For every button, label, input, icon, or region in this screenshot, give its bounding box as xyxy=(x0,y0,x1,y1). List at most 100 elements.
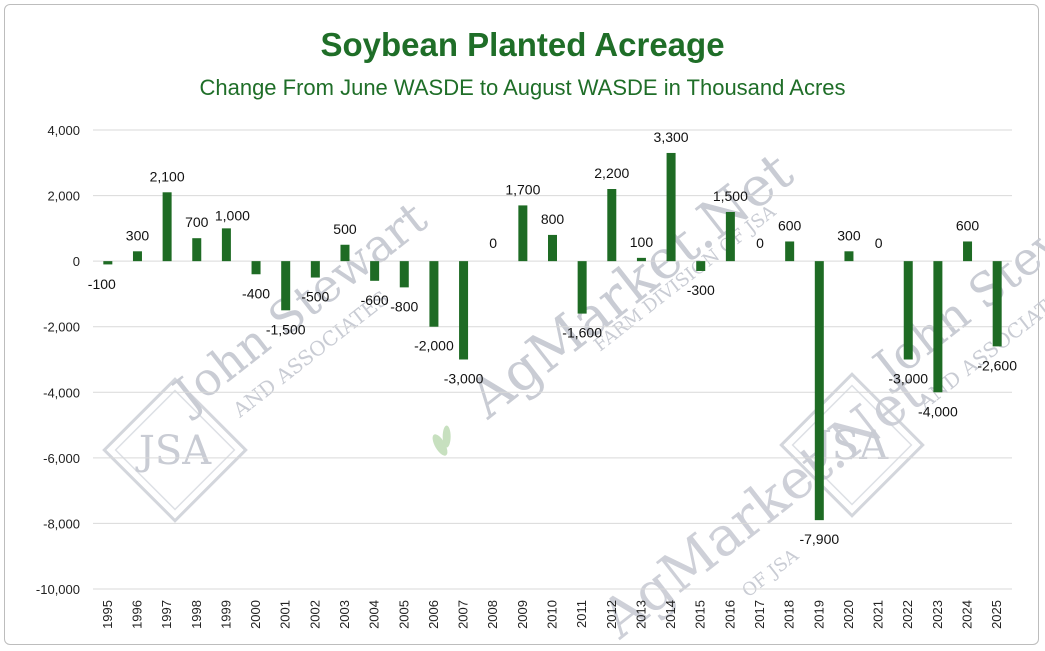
data-label-2015: -300 xyxy=(687,282,715,298)
data-label-2002: -500 xyxy=(301,289,329,305)
x-tick-label-2005: 2005 xyxy=(396,600,411,629)
data-label-2011: -1,600 xyxy=(562,325,602,341)
data-label-2020: 300 xyxy=(837,227,861,243)
data-label-2012: 2,200 xyxy=(594,165,629,181)
x-axis: 1995 1996 1997 1998 1999 2000 2001 2002 2003 2004… xyxy=(100,600,1004,629)
x-tick-label-2018: 2018 xyxy=(782,600,797,629)
bar-2015 xyxy=(696,261,706,271)
bars xyxy=(103,152,1002,521)
chart-title: Soybean Planted Acreage xyxy=(320,26,725,63)
data-label-2022: -3,000 xyxy=(888,371,928,387)
y-tick-label: -6,000 xyxy=(43,451,80,466)
y-tick-label: -8,000 xyxy=(43,516,80,531)
x-tick-label-2013: 2013 xyxy=(633,600,648,629)
x-tick-label-2019: 2019 xyxy=(811,600,826,629)
y-tick-label: -10,000 xyxy=(36,582,80,597)
data-label-2019: -7,900 xyxy=(799,531,839,547)
bar-1999 xyxy=(221,228,231,262)
y-tick-label: 2,000 xyxy=(47,189,80,204)
bar-2006 xyxy=(429,261,439,327)
bar-2018 xyxy=(785,241,795,262)
x-tick-label-2022: 2022 xyxy=(900,600,915,629)
bar-2020 xyxy=(844,251,854,262)
x-tick-label-2012: 2012 xyxy=(604,600,619,629)
bar-2007 xyxy=(459,261,469,360)
x-tick-label-2014: 2014 xyxy=(663,600,678,629)
jsa-logo-left-icon: JSA xyxy=(102,377,248,523)
chart-frame xyxy=(4,4,1039,645)
data-label-1996: 300 xyxy=(126,227,150,243)
y-axis: 4,000 2,000 0 -2,000 -4,000 -6,000 -8,000 -10,0… xyxy=(36,123,80,597)
y-tick-label: -4,000 xyxy=(43,385,80,400)
bar-1996 xyxy=(132,251,142,262)
bar-2024 xyxy=(963,241,973,262)
x-tick-label-1995: 1995 xyxy=(100,600,115,629)
bar-2019 xyxy=(814,261,824,521)
x-tick-label-2024: 2024 xyxy=(960,600,975,629)
data-label-2023: -4,000 xyxy=(918,403,958,419)
y-tick-label: 0 xyxy=(73,254,80,269)
data-label-2018: 600 xyxy=(778,217,802,233)
data-label-2014: 3,300 xyxy=(654,129,689,145)
jsa-logo-left-icon-letters: JSA xyxy=(135,428,212,474)
data-label-1995: -100 xyxy=(88,276,116,292)
leaf-icon xyxy=(432,425,451,456)
x-tick-label-2003: 2003 xyxy=(337,600,352,629)
jsa-logo-left-icon-inner-frame xyxy=(114,389,236,511)
chart-subtitle: Change From June WASDE to August WASDE i… xyxy=(199,75,846,100)
x-tick-label-2011: 2011 xyxy=(574,600,589,628)
bar-2002 xyxy=(310,261,320,278)
leaf-icon-blade-1 xyxy=(432,434,448,456)
data-label-2001: -1,500 xyxy=(266,321,306,337)
bar-2003 xyxy=(340,244,350,262)
x-tick-label-2000: 2000 xyxy=(248,600,263,629)
data-labels: -100 300 2,100 700 1,000 -400 -1,500 -500 500 -60… xyxy=(88,129,1017,547)
bar-2005 xyxy=(399,261,409,288)
data-label-1997: 2,100 xyxy=(150,168,185,184)
bar-2011 xyxy=(577,261,587,314)
jsa-logo-right-icon-letters: JSA xyxy=(812,423,889,469)
data-label-2004: -600 xyxy=(361,292,389,308)
data-label-2017: 0 xyxy=(756,235,764,251)
x-tick-label-1999: 1999 xyxy=(218,600,233,629)
data-label-2003: 500 xyxy=(333,221,357,237)
data-label-2006: -2,000 xyxy=(414,338,454,354)
x-tick-label-1997: 1997 xyxy=(159,600,174,629)
y-tick-label: 4,000 xyxy=(47,123,80,138)
x-tick-label-2002: 2002 xyxy=(307,600,322,629)
data-label-2021: 0 xyxy=(875,235,883,251)
bar-1997 xyxy=(162,192,172,262)
bar-2025 xyxy=(992,261,1002,347)
x-tick-label-2020: 2020 xyxy=(841,600,856,629)
bar-2009 xyxy=(518,205,528,262)
x-tick-label-2021: 2021 xyxy=(871,600,886,629)
x-tick-label-2006: 2006 xyxy=(426,600,441,629)
data-label-1998: 700 xyxy=(185,214,209,230)
watermark-right-text: John Stewart xyxy=(860,163,1045,396)
x-tick-label-2010: 2010 xyxy=(545,600,560,629)
y-tick-label: -2,000 xyxy=(43,320,80,335)
bar-2022 xyxy=(903,261,913,360)
bar-2012 xyxy=(607,189,617,262)
data-label-2013: 100 xyxy=(630,234,654,250)
data-label-2010: 800 xyxy=(541,211,565,227)
x-tick-label-2004: 2004 xyxy=(367,600,382,629)
data-label-2007: -3,000 xyxy=(444,371,484,387)
bar-2004 xyxy=(370,261,380,281)
bar-1995 xyxy=(103,261,113,265)
x-tick-label-1998: 1998 xyxy=(189,600,204,629)
x-tick-label-2009: 2009 xyxy=(515,600,530,629)
leaf-icon-blade-2 xyxy=(442,425,451,448)
grid-layer xyxy=(93,129,1012,590)
data-label-2016: 1,500 xyxy=(713,188,748,204)
data-label-2024: 600 xyxy=(956,217,980,233)
data-label-2009: 1,700 xyxy=(505,181,540,197)
x-tick-label-2023: 2023 xyxy=(930,600,945,629)
x-tick-label-2008: 2008 xyxy=(485,600,500,629)
x-tick-label-2017: 2017 xyxy=(752,600,767,629)
jsa-logo-left-icon-frame xyxy=(102,377,248,523)
bar-2023 xyxy=(933,261,943,393)
x-tick-label-2025: 2025 xyxy=(989,600,1004,629)
x-tick-label-2016: 2016 xyxy=(722,600,737,629)
